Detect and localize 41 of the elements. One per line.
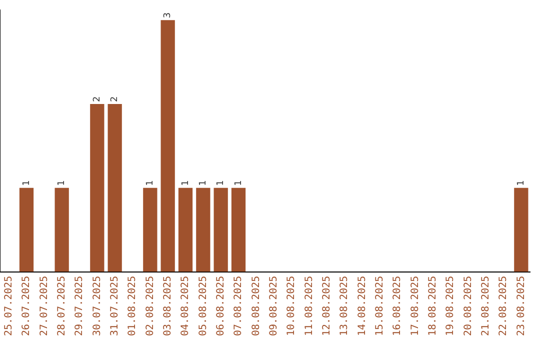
x-tick-label: 14.08.2025 <box>356 276 368 336</box>
data-label: 1 <box>516 180 527 186</box>
x-tick-label: 02.08.2025 <box>144 276 156 336</box>
x-tick-label: 18.08.2025 <box>427 276 438 336</box>
data-label: 1 <box>180 180 191 186</box>
x-tick-label: 11.08.2025 <box>304 276 315 336</box>
x-tick-label: 31.07.2025 <box>109 276 120 336</box>
data-label: 1 <box>22 180 32 186</box>
data-label: 3 <box>163 12 174 18</box>
x-tick-label: 09.08.2025 <box>268 276 280 336</box>
x-tick-label: 08.08.2025 <box>250 276 262 336</box>
x-tick-label: 06.08.2025 <box>215 276 226 336</box>
x-tick-label: 12.08.2025 <box>321 276 332 336</box>
x-tick-label: 13.08.2025 <box>339 276 350 336</box>
x-tick-label: 15.08.2025 <box>374 276 386 336</box>
data-label: 1 <box>234 180 244 186</box>
data-label: 1 <box>57 180 68 186</box>
x-tick-label: 27.07.2025 <box>38 276 50 336</box>
x-tick-label: 07.08.2025 <box>233 276 244 336</box>
x-tick-label: 03.08.2025 <box>162 276 174 336</box>
data-label: 2 <box>92 96 103 102</box>
x-tick-label: 22.08.2025 <box>498 276 510 336</box>
x-tick-label: 28.07.2025 <box>56 276 68 336</box>
x-tick-label: 16.08.2025 <box>392 276 404 336</box>
x-tick-label: 05.08.2025 <box>198 276 209 336</box>
x-tick-label: 17.08.2025 <box>410 276 421 336</box>
data-label: 2 <box>110 96 120 102</box>
data-label: 1 <box>146 180 156 186</box>
x-tick-label: 19.08.2025 <box>445 276 456 336</box>
x-tick-label: 04.08.2025 <box>180 276 192 336</box>
x-tick-label: 01.08.2025 <box>127 276 138 336</box>
x-tick-label: 25.07.2025 <box>3 276 14 336</box>
data-label: 1 <box>198 180 209 186</box>
x-tick-label: 10.08.2025 <box>286 276 298 336</box>
x-tick-label: 26.07.2025 <box>21 276 32 336</box>
x-tick-label: 21.08.2025 <box>480 276 492 336</box>
x-tick-label: 30.07.2025 <box>92 276 103 336</box>
x-tick-label: 23.08.2025 <box>516 276 527 336</box>
x-tick-label: 29.07.2025 <box>74 276 86 336</box>
x-tick-label: 20.08.2025 <box>462 276 474 336</box>
data-label: 1 <box>216 180 226 186</box>
